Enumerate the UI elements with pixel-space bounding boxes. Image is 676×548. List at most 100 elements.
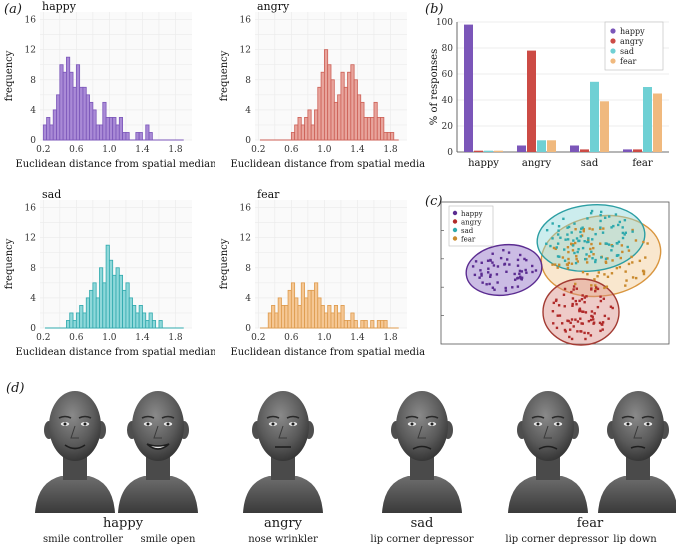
histogram-bar xyxy=(267,312,272,329)
brow-right xyxy=(161,415,175,419)
legend-marker-fear xyxy=(610,58,616,64)
histogram-bar xyxy=(337,94,342,141)
histogram-bar xyxy=(105,244,110,329)
histogram-bar xyxy=(327,305,332,329)
x-tick-label: 0.2 xyxy=(251,333,265,343)
shoulders xyxy=(382,476,462,513)
scatter-point-fear xyxy=(596,275,599,278)
scatter-point-angry xyxy=(574,299,577,303)
scatter-point-sad xyxy=(591,257,594,260)
scatter-point-angry xyxy=(599,329,602,333)
scatter-point-sad xyxy=(608,215,611,218)
x-tick-label: 1.4 xyxy=(135,145,150,155)
bar-fear-sad xyxy=(600,101,609,152)
histogram-bar xyxy=(353,320,358,329)
scatter-point-fear xyxy=(566,267,570,270)
scatter-point-sad xyxy=(559,236,562,239)
scatter-point-angry xyxy=(568,335,571,339)
scatter-point-sad xyxy=(556,255,560,258)
scatter-point-sad xyxy=(600,256,603,259)
shoulders xyxy=(118,476,198,513)
scatter-point-sad xyxy=(574,261,578,265)
histogram-bar xyxy=(323,312,329,329)
scatter-point-sad xyxy=(590,250,593,254)
scatter-point-angry xyxy=(568,328,572,331)
scatter-point-happy xyxy=(524,268,527,272)
scatter-point-angry xyxy=(560,322,564,325)
scatter-point-happy xyxy=(487,267,490,270)
bar-sad-fear xyxy=(643,87,652,152)
y-axis-label: frequency xyxy=(219,238,230,289)
category-label: angry xyxy=(522,158,552,169)
scatter-point-sad xyxy=(557,229,560,232)
scatter-point-happy xyxy=(492,264,496,267)
scatter-point-angry xyxy=(563,287,567,291)
scatter-point-happy xyxy=(534,269,538,272)
scatter-point-angry xyxy=(572,288,575,291)
scatter-point-sad xyxy=(562,217,565,221)
histogram-bar xyxy=(320,305,325,329)
brow-left xyxy=(531,415,545,419)
scatter-point-angry xyxy=(554,299,558,303)
scatter-point-angry xyxy=(569,321,572,325)
histogram-bar xyxy=(277,297,282,329)
scatter-point-angry xyxy=(591,315,594,319)
histogram-bar xyxy=(158,320,163,329)
face-emotion-fear: fear xyxy=(576,516,604,531)
histogram-bar xyxy=(112,117,117,141)
scatter-point-sad xyxy=(575,237,579,240)
nose xyxy=(417,425,426,439)
histogram-bar xyxy=(363,320,368,329)
scatter-point-fear xyxy=(594,287,597,291)
histogram-bar xyxy=(380,117,385,141)
legend-marker-angry xyxy=(610,38,616,44)
histogram-bar xyxy=(383,132,388,141)
scatter-point-angry xyxy=(576,330,579,333)
shoulders xyxy=(35,476,115,513)
scatter-point-angry xyxy=(598,321,602,325)
scatter-point-angry xyxy=(576,320,580,323)
histogram-bar xyxy=(343,320,348,329)
scatter-point-sad xyxy=(594,258,597,262)
scatter-point-fear xyxy=(611,259,614,262)
histogram-bar xyxy=(297,117,302,141)
panel-a-label: (a) xyxy=(4,2,22,17)
scatter-point-sad xyxy=(610,249,613,252)
scatter-point-sad xyxy=(615,254,619,257)
scatter-point-happy xyxy=(496,265,500,268)
y-tick-label: 16 xyxy=(25,204,37,214)
scatter-point-fear xyxy=(646,242,649,245)
scatter-point-sad xyxy=(615,242,619,245)
legend-marker-fear xyxy=(452,236,458,241)
scatter-point-happy xyxy=(516,285,520,288)
histogram-bar xyxy=(59,64,64,141)
y-tick-label: 8 xyxy=(30,76,36,86)
scatter-point-sad xyxy=(549,244,552,248)
histogram-bar xyxy=(366,117,372,141)
x-tick-label: 1.8 xyxy=(168,145,183,155)
histogram-bar xyxy=(304,117,309,141)
scatter-point-happy xyxy=(503,262,507,266)
histogram-bar xyxy=(89,289,94,329)
scatter-point-angry xyxy=(555,326,559,330)
histogram-bar xyxy=(46,117,51,141)
histogram-fear: 0 4 8 12 16 0.2 0.6 1.0 1.4 1.8 fear Euclidean dist… xyxy=(219,188,425,358)
scatter-point-happy xyxy=(485,283,488,286)
scatter-point-fear xyxy=(625,279,628,282)
histogram-bar xyxy=(69,71,74,141)
histogram-happy: 0 4 8 12 16 0.2 0.6 1.0 1.4 1.8 happy Euclidean dis… xyxy=(4,0,215,170)
pupil-left xyxy=(626,422,630,426)
category-label: fear xyxy=(632,158,653,169)
x-tick-label: 0.6 xyxy=(69,333,84,343)
y-tick-label: 4 xyxy=(30,294,36,304)
histogram-bar xyxy=(340,71,345,141)
scatter-point-happy xyxy=(486,259,490,262)
histogram-title: angry xyxy=(257,0,290,13)
scatter-point-happy xyxy=(531,264,534,268)
scatter-point-happy xyxy=(520,270,524,273)
scatter-point-angry xyxy=(578,307,582,310)
histogram-bar xyxy=(135,132,140,141)
scatter-point-angry xyxy=(592,321,596,324)
scatter-point-angry xyxy=(593,312,596,315)
